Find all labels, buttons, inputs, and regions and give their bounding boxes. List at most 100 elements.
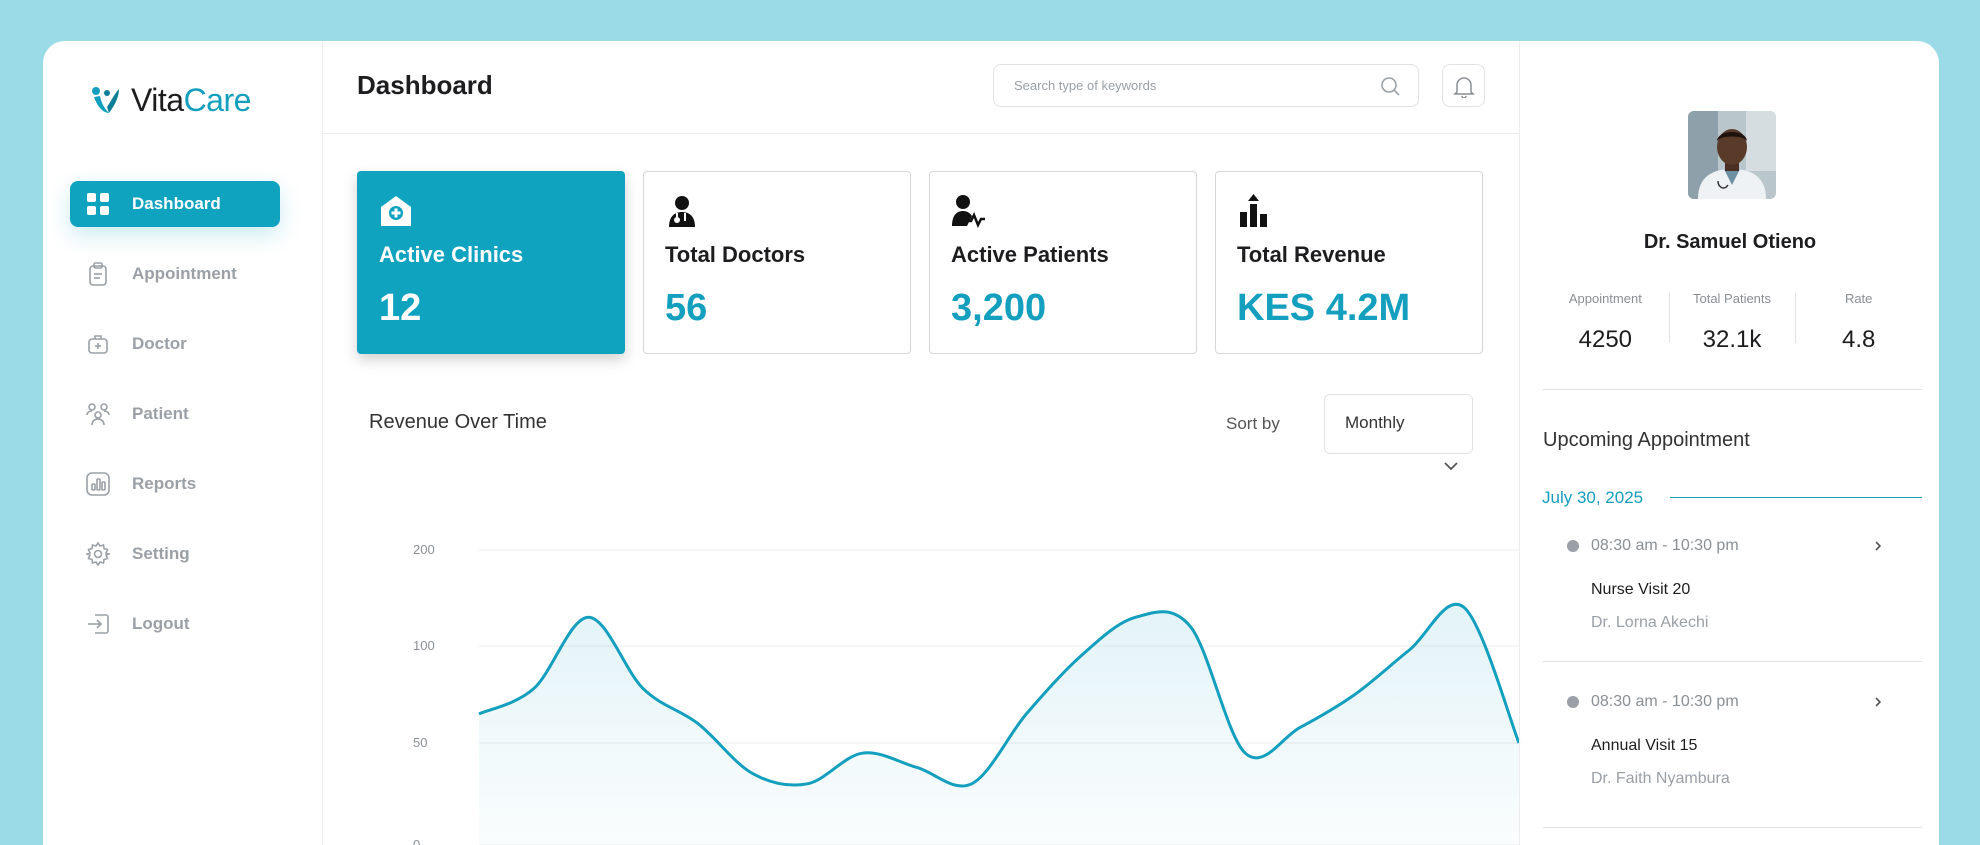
chart-point [1188,624,1194,630]
medical-bag-icon [86,332,110,356]
revenue-chart: 200 100 50 0 [413,542,1521,845]
sidebar-nav: Dashboard Appointment Doctor Patient [70,181,280,671]
chevron-right-icon[interactable] [1871,695,1885,709]
report-chart-icon [86,472,110,496]
card-value: 3,200 [951,287,1047,329]
brand-name-part2: Care [183,81,252,118]
chart-point [476,711,482,717]
status-dot [1567,696,1579,708]
appointment-item[interactable]: 08:30 am - 10:30 pm Nurse Visit 20 Dr. L… [1543,537,1922,657]
card-active-clinics[interactable]: Active Clinics 12 [357,171,625,354]
chart-point [1407,647,1413,653]
card-label: Active Patients [951,242,1109,267]
stat-label: Rate [1844,291,1873,306]
revenue-icon [1240,194,1267,227]
appointment-title: Nurse Visit 20 [1591,581,1691,598]
logout-icon [86,612,110,636]
page-title: Dashboard [357,70,493,100]
chart-point [640,686,646,692]
sidebar-item-label: Patient [132,404,189,423]
card-label: Active Clinics [379,242,524,267]
stat-label: Appointment [1568,291,1642,306]
chart-title: Revenue Over Time [369,411,547,433]
divider [1543,389,1922,390]
sort-dropdown[interactable]: Monthly [1324,394,1473,454]
chart-point [859,750,865,756]
sidebar-item-appointment[interactable]: Appointment [70,251,280,297]
chart-point [1461,605,1467,611]
sidebar-item-label: Logout [132,614,190,633]
sort-label: Sort by [1226,414,1280,433]
stat-appointment: Appointment 4250 [1542,291,1669,354]
brand-logo[interactable]: VitaCare [89,77,251,123]
app-window: VitaCare Dashboard Appointment Docto [43,41,1939,845]
sidebar-item-dashboard[interactable]: Dashboard [70,181,280,227]
y-tick-label: 0 [413,837,420,845]
chart-point [585,614,591,620]
appointment-time: 08:30 am - 10:30 pm [1591,537,1739,554]
chart-point [1352,692,1358,698]
chart-point [531,686,537,692]
appointment-item[interactable]: 08:30 am - 10:30 pm Annual Visit 15 Dr. … [1543,693,1922,813]
profile-stats: Appointment 4250 Total Patients 32.1k Ra… [1542,291,1922,354]
appointment-doctor: Dr. Lorna Akechi [1591,614,1709,631]
chart-area-fill [479,604,1519,845]
card-total-doctors[interactable]: Total Doctors 56 [643,171,911,354]
clinic-icon [381,196,411,226]
stat-value: 4.8 [1841,326,1876,353]
sidebar-item-label: Dashboard [132,194,221,213]
vitacare-logo-icon [92,87,119,113]
sidebar-item-label: Doctor [132,334,187,353]
sidebar-item-setting[interactable]: Setting [70,531,280,577]
y-tick-label: 200 [413,542,435,557]
upcoming-date: July 30, 2025 [1542,488,1644,507]
appointment-time: 08:30 am - 10:30 pm [1591,693,1739,710]
date-divider [1670,497,1922,498]
chevron-down-icon[interactable] [1441,459,1461,473]
grid-icon [86,192,110,216]
avatar[interactable] [1688,111,1776,199]
search-icon[interactable] [1380,76,1400,96]
chart-point [1133,614,1139,620]
sidebar-item-patient[interactable]: Patient [70,391,280,437]
stat-total-patients: Total Patients 32.1k [1668,291,1796,354]
bell-icon [1452,76,1475,98]
chart-point [1078,653,1084,659]
search-input[interactable] [1014,78,1380,93]
stat-label: Total Patients [1692,291,1772,306]
clipboard-icon [86,262,110,286]
top-header: Dashboard [323,41,1519,134]
gear-icon [86,542,110,566]
chart-point [750,771,756,777]
stat-rate: Rate 4.8 [1795,291,1922,354]
sidebar-item-logout[interactable]: Logout [70,601,280,647]
notification-button[interactable] [1442,64,1485,107]
chart-point [1297,724,1303,730]
sidebar: VitaCare Dashboard Appointment Docto [43,41,323,845]
status-dot [1567,540,1579,552]
chart-point [804,781,810,787]
appointment-title: Annual Visit 15 [1591,737,1698,754]
chevron-right-icon[interactable] [1871,539,1885,553]
sidebar-item-reports[interactable]: Reports [70,461,280,507]
card-label: Total Revenue [1237,242,1386,267]
y-tick-label: 100 [413,638,435,653]
appointment-doctor: Dr. Faith Nyambura [1591,770,1730,787]
divider [1543,827,1922,828]
sidebar-item-doctor[interactable]: Doctor [70,321,280,367]
chart-point [1242,750,1248,756]
card-label: Total Doctors [665,242,806,267]
sidebar-item-label: Appointment [132,264,237,283]
sidebar-item-label: Reports [132,474,197,493]
card-total-revenue[interactable]: Total Revenue KES 4.2M [1215,171,1483,354]
search-box[interactable] [993,64,1419,107]
stat-value: 4250 [1578,326,1633,353]
doctor-name: Dr. Samuel Otieno [1643,231,1817,253]
card-active-patients[interactable]: Active Patients 3,200 [929,171,1197,354]
card-value: KES 4.2M [1237,287,1411,329]
chart-point [1023,711,1029,717]
chart-series-line [478,603,1521,788]
people-icon [86,402,110,426]
card-value: 12 [379,287,422,329]
profile-panel: Dr. Samuel Otieno Appointment 4250 Total… [1519,41,1939,845]
